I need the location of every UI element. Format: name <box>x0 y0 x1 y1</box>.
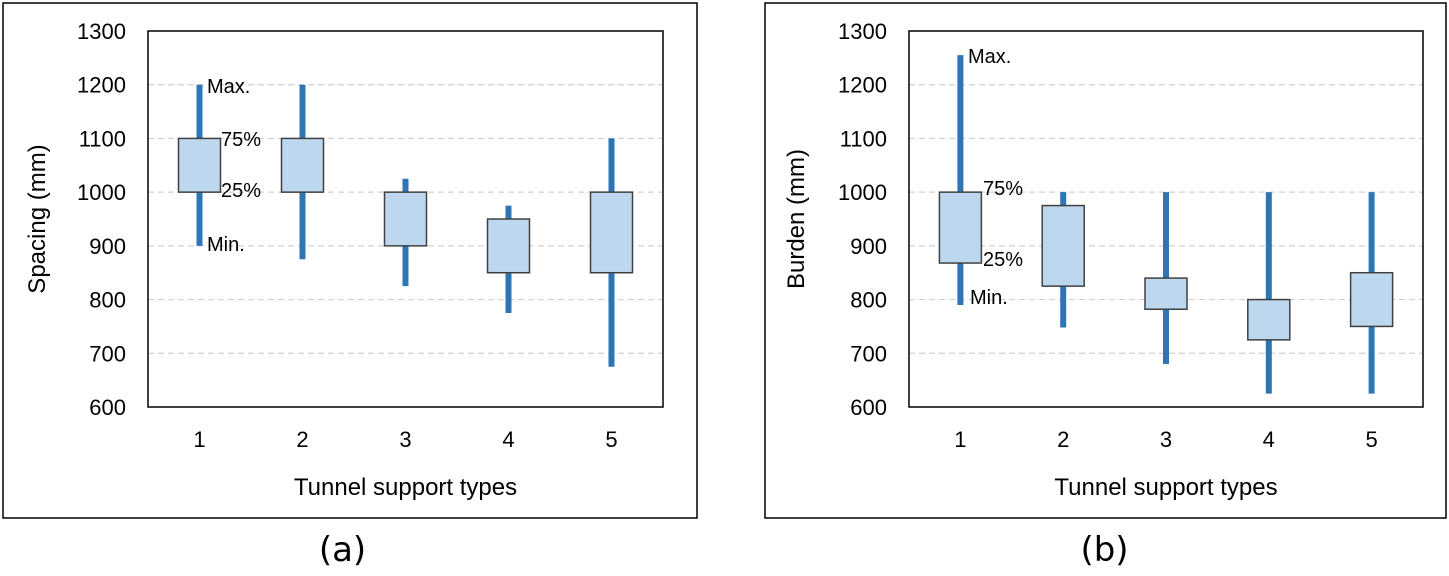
x-tick-label: 4 <box>502 427 514 452</box>
chart-b-svg: 600 700 800 900 1000 1100 1200 1300 1 2 3 4 5 Max. 75… <box>764 2 1447 519</box>
x-tick-label: 3 <box>399 427 411 452</box>
box-4 <box>1247 298 1291 341</box>
annotation-q1: 25% <box>221 180 261 202</box>
y-tick-label: 1100 <box>79 126 126 151</box>
x-tick-label: 2 <box>296 427 308 452</box>
annotation-max: Max. <box>207 76 250 98</box>
chart-b-y-axis-label: Burden (mm) <box>783 149 810 289</box>
box-1 <box>177 137 222 193</box>
y-tick-label: 900 <box>89 234 126 259</box>
y-tick-label: 1000 <box>77 180 126 205</box>
box-5 <box>589 191 634 274</box>
annotation-min: Min. <box>207 234 245 256</box>
chart-b-plot-area <box>908 30 1424 408</box>
box-2 <box>280 137 325 193</box>
y-tick-label: 600 <box>850 395 887 420</box>
y-tick-label: 1000 <box>838 180 887 205</box>
y-tick-label: 800 <box>850 288 887 313</box>
y-tick-label: 700 <box>89 341 126 366</box>
box-4 <box>486 218 531 274</box>
y-tick-label: 1300 <box>838 19 887 44</box>
y-tick-label: 800 <box>89 288 126 313</box>
annotation-q3: 75% <box>983 178 1023 200</box>
chart-b-frame <box>764 2 1447 519</box>
box-5 <box>1349 271 1394 328</box>
x-tick-label: 1 <box>193 427 205 452</box>
y-tick-label: 1200 <box>838 73 887 98</box>
y-tick-label: 1100 <box>840 126 887 151</box>
panel-a-caption: (a) <box>318 530 367 570</box>
annotation-q1: 25% <box>983 249 1023 271</box>
annotation-max: Max. <box>968 46 1011 68</box>
annotation-q3: 75% <box>221 129 261 151</box>
chart-a-x-axis-label: Tunnel support types <box>294 474 517 501</box>
chart-a-plot-area <box>147 30 664 408</box>
y-tick-label: 1300 <box>77 19 126 44</box>
box-3 <box>1144 277 1188 310</box>
y-tick-label: 900 <box>850 234 887 259</box>
box-1 <box>938 191 983 264</box>
x-tick-label: 3 <box>1160 427 1172 452</box>
chart-a-y-axis-label: Spacing (mm) <box>24 144 51 293</box>
x-tick-label: 5 <box>605 427 617 452</box>
y-tick-label: 700 <box>850 341 887 366</box>
chart-b-x-axis-label: Tunnel support types <box>1054 474 1277 501</box>
x-tick-label: 4 <box>1263 427 1275 452</box>
chart-panel-b: 600 700 800 900 1000 1100 1200 1300 1 2 3 4 5 Max. 75… <box>762 0 1449 525</box>
chart-a-frame <box>2 2 698 519</box>
chart-a-svg: 600 700 800 900 1000 1100 1200 1300 1 2 3 4 5 Max. 75… <box>2 2 698 519</box>
box-3 <box>383 191 428 247</box>
x-tick-label: 2 <box>1057 427 1069 452</box>
x-tick-label: 5 <box>1365 427 1377 452</box>
x-tick-label: 1 <box>954 427 966 452</box>
y-tick-label: 1200 <box>77 73 126 98</box>
y-tick-label: 600 <box>89 395 126 420</box>
panel-b-caption: (b) <box>1080 530 1129 570</box>
box-2 <box>1041 204 1085 287</box>
annotation-min: Min. <box>970 287 1008 309</box>
chart-panel-a: 600 700 800 900 1000 1100 1200 1300 1 2 3 4 5 Max. 75… <box>0 0 700 525</box>
